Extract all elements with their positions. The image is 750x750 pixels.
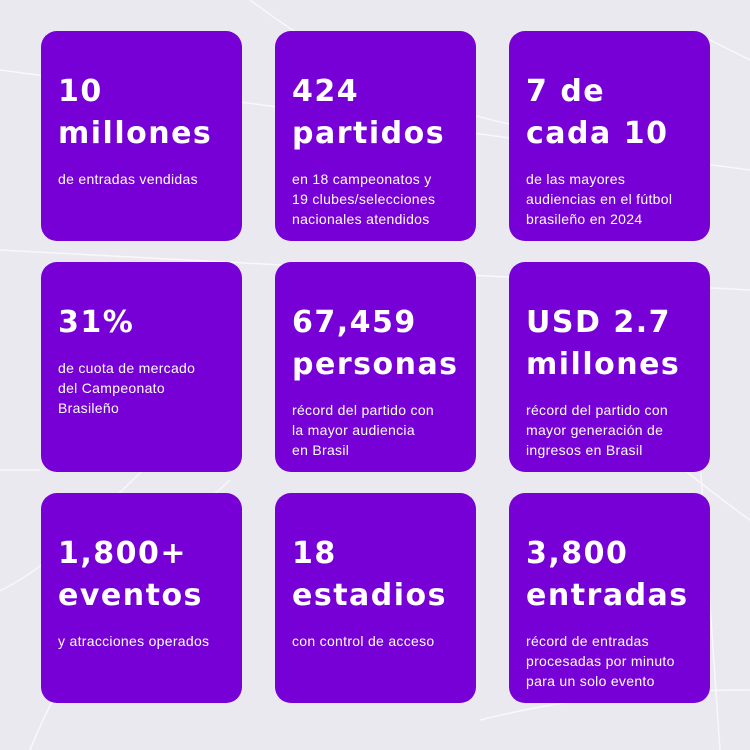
stat-card-audiences: 7 de cada 10 de las mayores audiencias e… [509,31,710,241]
stat-headline: 31% [58,305,135,340]
stat-card-tickets-per-minute: 3,800 entradas récord de entradas proces… [509,493,710,703]
stats-grid: 10 millones de entradas vendidas 424 par… [41,31,710,703]
stat-headline: 67,459 personas [292,305,459,382]
stat-headline: 1,800+ eventos [58,536,203,613]
stat-card-stadiums: 18 estadios con control de acceso [275,493,476,703]
stat-description: de entradas vendidas [58,171,198,187]
stat-description: con control de acceso [292,633,435,649]
stat-description: en 18 campeonatos y 19 clubes/seleccione… [292,171,436,227]
stat-card-matches: 424 partidos en 18 campeonatos y 19 club… [275,31,476,241]
stat-card-attendance-record: 67,459 personas récord del partido con l… [275,262,476,472]
stat-headline: 3,800 entradas [526,536,689,613]
stat-description: récord de entradas procesadas por minuto… [526,633,675,689]
stat-headline: 7 de cada 10 [526,74,669,151]
stat-headline: 18 estadios [292,536,448,613]
stat-description: de las mayores audiencias en el fútbol b… [526,171,673,227]
stat-description: récord del partido con mayor generación … [526,402,669,458]
stat-card-events: 1,800+ eventos y atracciones operados [41,493,242,703]
stat-description: de cuota de mercado del Campeonato Brasi… [58,360,196,416]
stat-card-tickets-sold: 10 millones de entradas vendidas [41,31,242,241]
stat-card-revenue-record: USD 2.7 millones récord del partido con … [509,262,710,472]
stat-description: y atracciones operados [58,633,210,649]
stat-card-market-share: 31% de cuota de mercado del Campeonato B… [41,262,242,472]
stat-headline: USD 2.7 millones [526,305,681,382]
stat-headline: 424 partidos [292,74,446,151]
stat-description: récord del partido con la mayor audienci… [292,402,435,458]
stat-headline: 10 millones [58,74,213,151]
